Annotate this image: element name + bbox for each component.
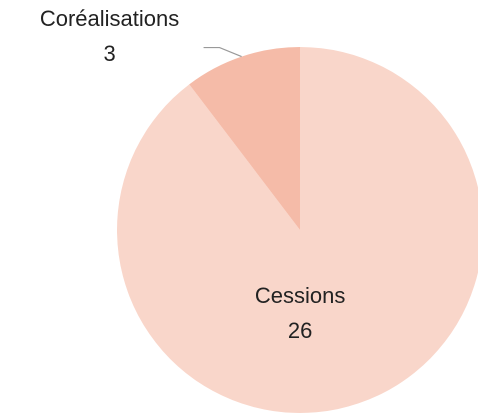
slice-value: 3 (103, 41, 115, 66)
slice-value: 26 (288, 318, 312, 343)
pie-slice (117, 47, 478, 413)
pie-slice (189, 47, 300, 230)
leader-line (203, 46, 242, 58)
slice-label: Coréalisations (40, 6, 179, 31)
slice-label: Cessions (255, 283, 345, 308)
